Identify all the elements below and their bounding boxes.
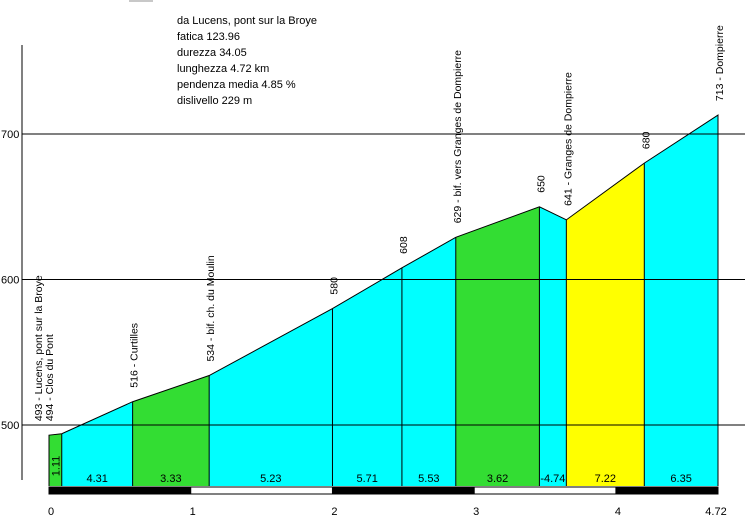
segment-grade-10: 6.35 <box>670 473 691 485</box>
scale-bar-km-3 <box>331 486 475 495</box>
climb-info-block: da Lucens, pont sur la Broye fatica 123.… <box>177 15 317 107</box>
waypoint-label-10: 713 - Dompierre <box>714 25 726 101</box>
segment-fills <box>49 115 718 487</box>
segment-gradients: 1.11 4.31 3.33 5.23 5.71 5.53 3.62 -4.74 7.22 6.3… <box>50 456 691 485</box>
waypoint-label-3: 534 - bif. ch. du Moulin <box>205 255 217 361</box>
waypoint-label-2: 516 - Curtilles <box>129 323 141 388</box>
y-tick-label-600: 600 <box>1 275 19 287</box>
gridlines <box>22 133 745 426</box>
info-lunghezza: lunghezza 4.72 km <box>177 63 269 75</box>
segment-grade-1: 1.11 <box>50 456 62 477</box>
waypoint-label-6: 629 - bif. vers Granges de Dompierre <box>452 50 464 223</box>
waypoint-label-1-2: 494 - Clos du Pont <box>44 334 56 421</box>
segment-fill-6 <box>401 237 456 486</box>
segment-grade-2: 4.31 <box>86 473 107 485</box>
scale-bar-km-2 <box>190 486 333 495</box>
waypoint-label-8: 641 - Granges de Dompierre <box>562 72 574 206</box>
x-tick-label-5: 4.72 <box>705 506 726 518</box>
scale-bar-km-5 <box>615 486 719 495</box>
segment-fill-1 <box>49 433 62 486</box>
x-tick-label-3: 3 <box>473 506 479 518</box>
waypoint-label-9: 680 <box>640 131 652 149</box>
waypoint-labels: 493 - Lucens, pont sur la Broye 494 - Clo… <box>33 25 726 421</box>
x-tick-label-1: 1 <box>190 506 196 518</box>
info-pendenza: pendenza media 4.85 % <box>177 79 296 91</box>
info-dislivello: dislivello 229 m <box>177 95 252 107</box>
waypoint-label-5: 608 <box>398 236 410 254</box>
waypoint-label-7: 650 <box>535 175 547 193</box>
x-tick-label-0: 0 <box>48 506 54 518</box>
segment-grade-7: 3.62 <box>487 473 508 485</box>
segment-fill-3 <box>132 375 210 486</box>
segment-fill-4 <box>209 308 333 486</box>
segment-grade-3: 3.33 <box>160 473 181 485</box>
segment-grade-6: 5.53 <box>418 473 439 485</box>
y-tick-label-500: 500 <box>1 420 19 432</box>
y-tick-label-700: 700 <box>1 129 19 141</box>
segment-fill-9 <box>566 163 645 486</box>
scale-bar-km-4 <box>473 486 617 495</box>
segment-fill-2 <box>61 401 133 486</box>
info-start-name: da Lucens, pont sur la Broye <box>177 15 317 27</box>
info-durezza: durezza 34.05 <box>177 47 247 59</box>
info-fatica: fatica 123.96 <box>177 31 240 43</box>
segment-fill-8 <box>539 206 567 486</box>
segment-grade-9: 7.22 <box>595 473 616 485</box>
waypoint-label-1-1: 493 - Lucens, pont sur la Broye <box>33 275 45 421</box>
segment-grade-5: 5.71 <box>356 473 377 485</box>
waypoint-label-4: 580 <box>328 277 340 295</box>
x-axis: 0 1 2 3 4 4.72 <box>48 506 727 518</box>
y-axis: 500 600 700 <box>1 0 153 480</box>
x-tick-label-4: 4 <box>615 506 621 518</box>
scale-bar-km-1 <box>48 486 192 495</box>
segment-grade-4: 5.23 <box>260 473 281 485</box>
segment-grade-8: -4.74 <box>540 473 565 485</box>
segment-fill-7 <box>455 206 540 486</box>
distance-scale-bar <box>48 486 719 495</box>
profile-outline <box>48 114 719 486</box>
segment-fill-10 <box>644 115 718 487</box>
x-tick-label-2: 2 <box>331 506 337 518</box>
segment-fill-5 <box>332 267 402 486</box>
